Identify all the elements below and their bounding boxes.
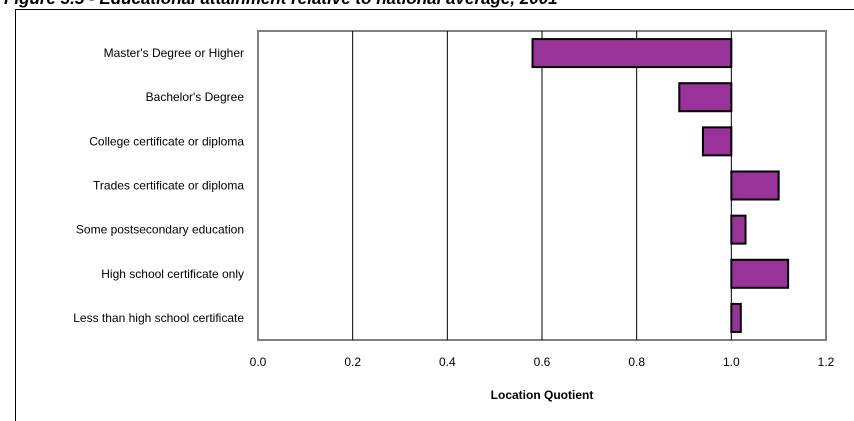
bar bbox=[730, 170, 780, 201]
category-label: Master's Degree or Higher bbox=[104, 46, 244, 60]
x-tick-label: 0.4 bbox=[439, 355, 456, 369]
bar bbox=[701, 126, 733, 157]
bar bbox=[730, 214, 747, 245]
bar bbox=[730, 258, 790, 289]
x-tick-label: 0.0 bbox=[250, 355, 267, 369]
category-label: High school certificate only bbox=[101, 267, 244, 281]
category-label: Less than high school certificate bbox=[73, 311, 244, 325]
bar bbox=[678, 82, 733, 113]
category-label: Trades certificate or diploma bbox=[93, 179, 244, 193]
x-tick-label: 1.0 bbox=[723, 355, 740, 369]
figure-panel bbox=[15, 9, 854, 421]
category-label: Some postsecondary education bbox=[76, 223, 244, 237]
x-tick-label: 0.8 bbox=[628, 355, 645, 369]
figure-title: Figure 3.5 - Educational attainment rela… bbox=[4, 0, 558, 9]
category-label: Bachelor's Degree bbox=[146, 90, 245, 104]
bar bbox=[730, 302, 742, 333]
bar bbox=[531, 38, 733, 69]
x-tick-label: 0.2 bbox=[344, 355, 361, 369]
x-axis-title: Location Quotient bbox=[491, 388, 594, 402]
category-label: College certificate or diploma bbox=[89, 134, 244, 148]
x-tick-label: 0.6 bbox=[534, 355, 551, 369]
x-tick-label: 1.2 bbox=[818, 355, 835, 369]
